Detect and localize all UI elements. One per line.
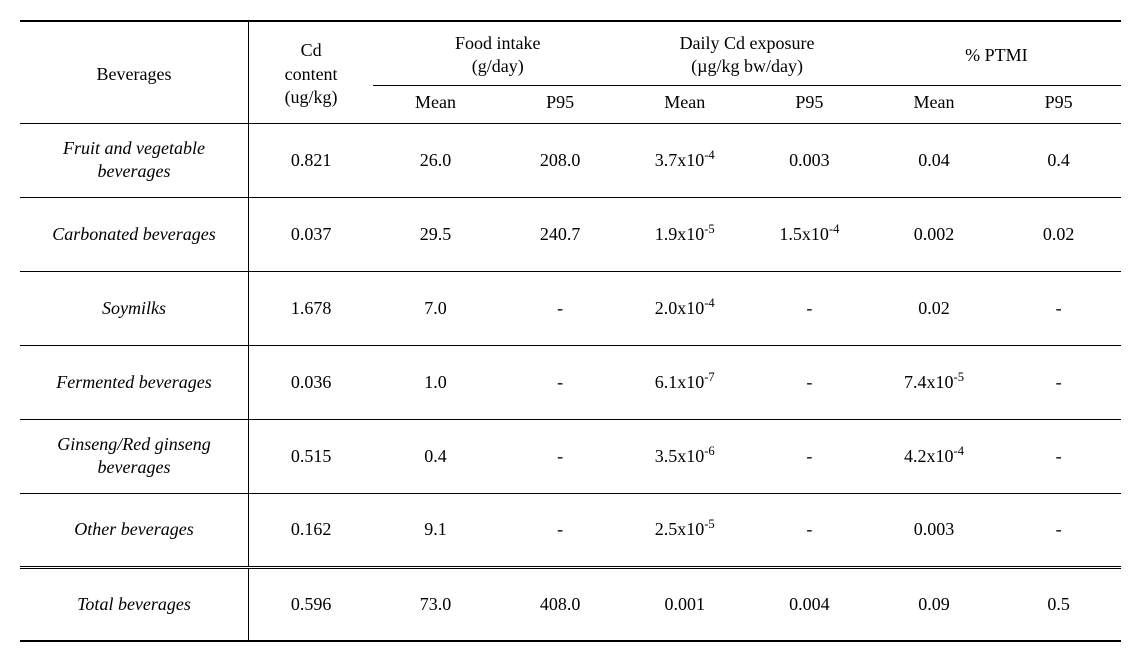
row-beverage-name: Fermented beverages: [20, 345, 249, 419]
total-pt-p95: 0.5: [996, 567, 1121, 641]
row-fi-mean: 9.1: [373, 493, 498, 567]
row-cd-content: 1.678: [249, 271, 374, 345]
header-pt-mean: Mean: [872, 85, 997, 123]
row-pt-mean: 0.02: [872, 271, 997, 345]
row-fi-p95: -: [498, 493, 623, 567]
row-dc-p95: -: [747, 419, 872, 493]
row-cd-content: 0.515: [249, 419, 374, 493]
table-row: Ginseng/Red ginsengbeverages0.5150.4-3.5…: [20, 419, 1121, 493]
row-cd-content: 0.821: [249, 123, 374, 197]
cd-exposure-table: Beverages Cd content (ug/kg) Food intake…: [20, 20, 1121, 642]
row-fi-p95: 208.0: [498, 123, 623, 197]
row-pt-mean: 0.003: [872, 493, 997, 567]
row-dc-mean: 2.0x10-4: [622, 271, 747, 345]
header-dc-p95: P95: [747, 85, 872, 123]
header-fi-mean: Mean: [373, 85, 498, 123]
row-fi-p95: -: [498, 419, 623, 493]
header-dc-mean: Mean: [622, 85, 747, 123]
row-dc-p95: -: [747, 271, 872, 345]
row-pt-p95: 0.4: [996, 123, 1121, 197]
row-dc-mean: 1.9x10-5: [622, 197, 747, 271]
row-dc-p95: 1.5x10-4: [747, 197, 872, 271]
total-dc-mean: 0.001: [622, 567, 747, 641]
table-row: Fermented beverages0.0361.0-6.1x10-7-7.4…: [20, 345, 1121, 419]
row-pt-mean: 4.2x10-4: [872, 419, 997, 493]
row-pt-p95: -: [996, 345, 1121, 419]
row-pt-mean: 7.4x10-5: [872, 345, 997, 419]
row-fi-mean: 0.4: [373, 419, 498, 493]
row-fi-mean: 26.0: [373, 123, 498, 197]
row-fi-mean: 7.0: [373, 271, 498, 345]
row-pt-p95: -: [996, 493, 1121, 567]
row-cd-content: 0.036: [249, 345, 374, 419]
row-beverage-name: Other beverages: [20, 493, 249, 567]
row-fi-mean: 1.0: [373, 345, 498, 419]
row-fi-mean: 29.5: [373, 197, 498, 271]
header-fi-p95: P95: [498, 85, 623, 123]
row-cd-content: 0.162: [249, 493, 374, 567]
row-dc-p95: 0.003: [747, 123, 872, 197]
row-dc-mean: 2.5x10-5: [622, 493, 747, 567]
row-dc-mean: 3.7x10-4: [622, 123, 747, 197]
row-beverage-name: Soymilks: [20, 271, 249, 345]
row-beverage-name: Carbonated beverages: [20, 197, 249, 271]
row-fi-p95: 240.7: [498, 197, 623, 271]
table-row: Soymilks1.6787.0-2.0x10-4-0.02-: [20, 271, 1121, 345]
row-pt-p95: 0.02: [996, 197, 1121, 271]
row-dc-mean: 6.1x10-7: [622, 345, 747, 419]
header-ptmi: % PTMI: [872, 21, 1121, 85]
total-cd: 0.596: [249, 567, 374, 641]
row-pt-p95: -: [996, 419, 1121, 493]
row-fi-p95: -: [498, 271, 623, 345]
table-row: Carbonated beverages0.03729.5240.71.9x10…: [20, 197, 1121, 271]
row-pt-p95: -: [996, 271, 1121, 345]
table-row: Fruit and vegetablebeverages0.82126.0208…: [20, 123, 1121, 197]
table-row: Other beverages0.1629.1-2.5x10-5-0.003-: [20, 493, 1121, 567]
row-dc-p95: -: [747, 493, 872, 567]
header-pt-p95: P95: [996, 85, 1121, 123]
row-fi-p95: -: [498, 345, 623, 419]
total-fi-mean: 73.0: [373, 567, 498, 641]
total-pt-mean: 0.09: [872, 567, 997, 641]
header-food-intake: Food intake (g/day): [373, 21, 622, 85]
header-beverages: Beverages: [20, 21, 249, 123]
row-cd-content: 0.037: [249, 197, 374, 271]
row-dc-mean: 3.5x10-6: [622, 419, 747, 493]
header-cd-content: Cd content (ug/kg): [249, 21, 374, 123]
row-beverage-name: Fruit and vegetablebeverages: [20, 123, 249, 197]
total-fi-p95: 408.0: [498, 567, 623, 641]
row-beverage-name: Ginseng/Red ginsengbeverages: [20, 419, 249, 493]
row-pt-mean: 0.04: [872, 123, 997, 197]
header-daily-cd: Daily Cd exposure (µg/kg bw/day): [622, 21, 871, 85]
row-pt-mean: 0.002: [872, 197, 997, 271]
row-dc-p95: -: [747, 345, 872, 419]
total-name: Total beverages: [20, 567, 249, 641]
total-dc-p95: 0.004: [747, 567, 872, 641]
